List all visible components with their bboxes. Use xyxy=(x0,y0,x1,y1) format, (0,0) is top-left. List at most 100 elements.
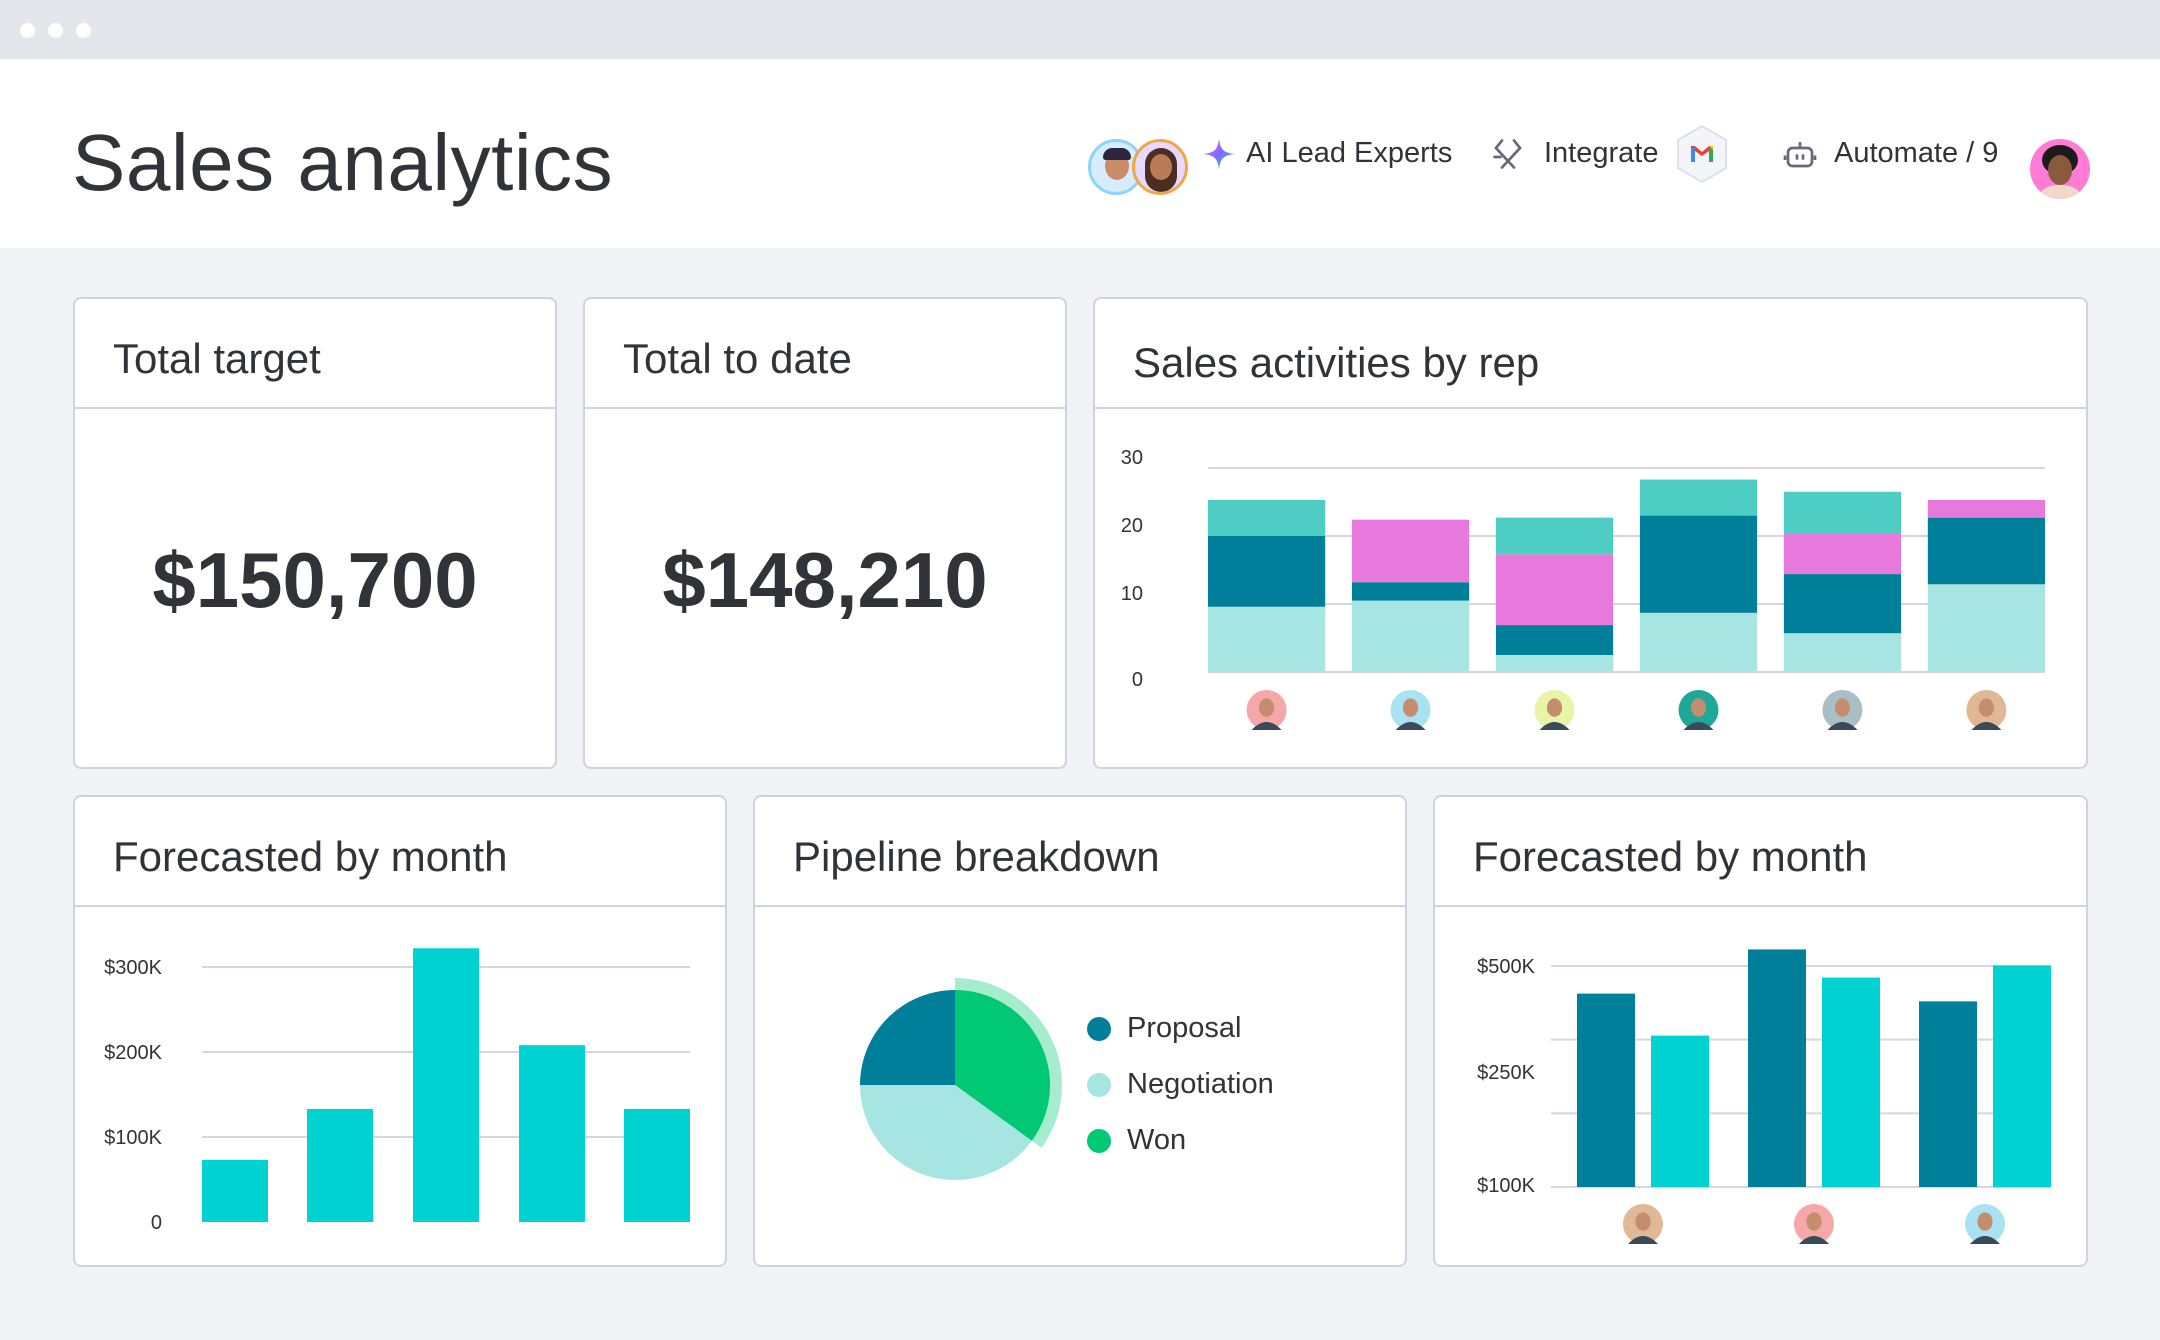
card-title: Total to date xyxy=(623,335,852,382)
legend-item-proposal: Proposal xyxy=(1087,1012,1241,1045)
forecast-month-card: Forecasted by month 0 $100K $200K $300K xyxy=(73,795,727,1267)
ai-lead-experts-label: AI Lead Experts xyxy=(1246,137,1453,169)
y-tick-label: 20 xyxy=(1121,515,1143,537)
card-title: Total target xyxy=(113,335,321,382)
window-titlebar xyxy=(0,0,2160,59)
avatar-shoulders xyxy=(1628,1236,1658,1244)
bar-segment xyxy=(1351,582,1470,601)
avatar-face xyxy=(1402,698,1419,717)
gmail-icon[interactable] xyxy=(1674,124,1730,184)
y-tick-label: 10 xyxy=(1121,583,1143,605)
y-tick-label: 0 xyxy=(151,1212,162,1234)
forecast-rep-chart: $100K $250K $500K xyxy=(1477,949,2051,1244)
total-to-date-card: Total to date $148,210 xyxy=(583,297,1067,769)
window-minimize-button[interactable] xyxy=(48,23,63,38)
avatar-face xyxy=(1546,698,1563,717)
divider xyxy=(1095,407,2086,409)
bar-segment xyxy=(1639,479,1758,516)
y-tick-label: 30 xyxy=(1121,447,1143,469)
legend-label: Negotiation xyxy=(1127,1068,1274,1100)
integrate-label: Integrate xyxy=(1544,137,1659,169)
integrate-button[interactable]: Integrate xyxy=(1490,59,1730,248)
card-title: Forecasted by month xyxy=(113,833,508,880)
pie-slice-proposal xyxy=(860,990,955,1085)
avatar-face xyxy=(1978,698,1995,717)
avatar-face xyxy=(1258,698,1275,717)
divider xyxy=(755,905,1405,907)
bar-segment xyxy=(1927,499,2045,518)
y-tick-label: $300K xyxy=(104,957,162,979)
avatar-shoulders xyxy=(1539,722,1570,730)
bar-segment xyxy=(1783,491,1902,534)
total-target-card: Total target $150,700 xyxy=(73,297,557,769)
bar-segment xyxy=(1639,612,1758,672)
avatar-face xyxy=(1690,698,1707,717)
bar xyxy=(624,1108,690,1222)
pipeline-card: Pipeline breakdown Proposal Negotiation … xyxy=(753,795,1407,1267)
forecast-month-chart: 0 $100K $200K $300K xyxy=(104,948,690,1234)
plug-icon xyxy=(1493,138,1522,169)
divider xyxy=(75,407,555,409)
avatar-shoulders xyxy=(1827,722,1858,730)
pie-slice-won xyxy=(955,990,1050,1141)
page-title: Sales analytics xyxy=(72,118,614,207)
y-tick-label: $100K xyxy=(1477,1175,1535,1197)
y-tick-label: $500K xyxy=(1477,956,1535,978)
y-tick-label: $250K xyxy=(1477,1062,1535,1084)
card-title: Sales activities by rep xyxy=(1133,339,1540,386)
bar xyxy=(1651,1035,1709,1187)
total-to-date-value: $148,210 xyxy=(662,536,988,624)
bar xyxy=(519,1045,585,1222)
y-tick-label: $100K xyxy=(104,1127,162,1149)
bar-segment xyxy=(1927,517,2045,585)
total-target-value: $150,700 xyxy=(152,536,478,624)
ai-lead-experts-button[interactable]: AI Lead Experts xyxy=(1202,59,1452,248)
avatar-shoulders xyxy=(1971,722,2002,730)
card-title: Forecasted by month xyxy=(1473,833,1868,880)
pipeline-pie-chart xyxy=(860,978,1062,1180)
user-avatar[interactable] xyxy=(2030,139,2090,199)
bar xyxy=(307,1108,373,1222)
avatar-shoulders xyxy=(1251,722,1282,730)
bar-segment xyxy=(1639,515,1758,613)
avatar-face xyxy=(1977,1212,1993,1231)
bar-segment xyxy=(1783,533,1902,575)
bar-segment xyxy=(1495,625,1614,655)
legend-label: Won xyxy=(1127,1124,1187,1156)
legend-swatch xyxy=(1087,1016,1111,1041)
bar-segment xyxy=(1927,584,2045,672)
y-tick-label: 0 xyxy=(1132,669,1143,691)
bar-segment xyxy=(1783,574,1902,634)
forecast-rep-card: Forecasted by month $100K $250K $500K xyxy=(1433,795,2088,1267)
bar xyxy=(1748,949,1806,1187)
bar-segment xyxy=(1208,606,1326,672)
avatar-face xyxy=(1806,1212,1822,1231)
sales-activities-card: Sales activities by rep 0 10 20 30 xyxy=(1093,297,2088,769)
page-header: Sales analytics AI Lead Experts Integrat… xyxy=(0,59,2160,248)
automate-button[interactable]: Automate / 9 xyxy=(1782,59,1998,248)
legend-label: Proposal xyxy=(1127,1012,1242,1044)
bar xyxy=(1993,965,2051,1187)
y-tick-label: $200K xyxy=(104,1042,162,1064)
bar-segment xyxy=(1351,519,1470,583)
avatar-shoulders xyxy=(1799,1236,1829,1244)
ai-expert-avatar[interactable] xyxy=(1132,139,1188,195)
robot-icon xyxy=(1783,141,1817,167)
bar xyxy=(202,1159,268,1222)
bar xyxy=(413,948,479,1222)
bar-segment xyxy=(1351,600,1470,672)
legend-swatch xyxy=(1087,1072,1111,1097)
sales-activities-chart: 0 10 20 30 xyxy=(1121,447,2045,730)
avatar-face xyxy=(1834,698,1851,717)
bar-segment xyxy=(1495,655,1614,672)
pie-slice-negotiation xyxy=(860,1085,1032,1180)
window-maximize-button[interactable] xyxy=(76,23,91,38)
bar-segment xyxy=(1208,536,1326,607)
divider xyxy=(75,905,725,907)
bar xyxy=(1577,993,1635,1187)
window-close-button[interactable] xyxy=(20,23,35,38)
bar-segment xyxy=(1495,554,1614,626)
legend-item-won: Won xyxy=(1087,1124,1186,1157)
bar xyxy=(1919,1001,1977,1187)
divider xyxy=(1435,905,2086,907)
